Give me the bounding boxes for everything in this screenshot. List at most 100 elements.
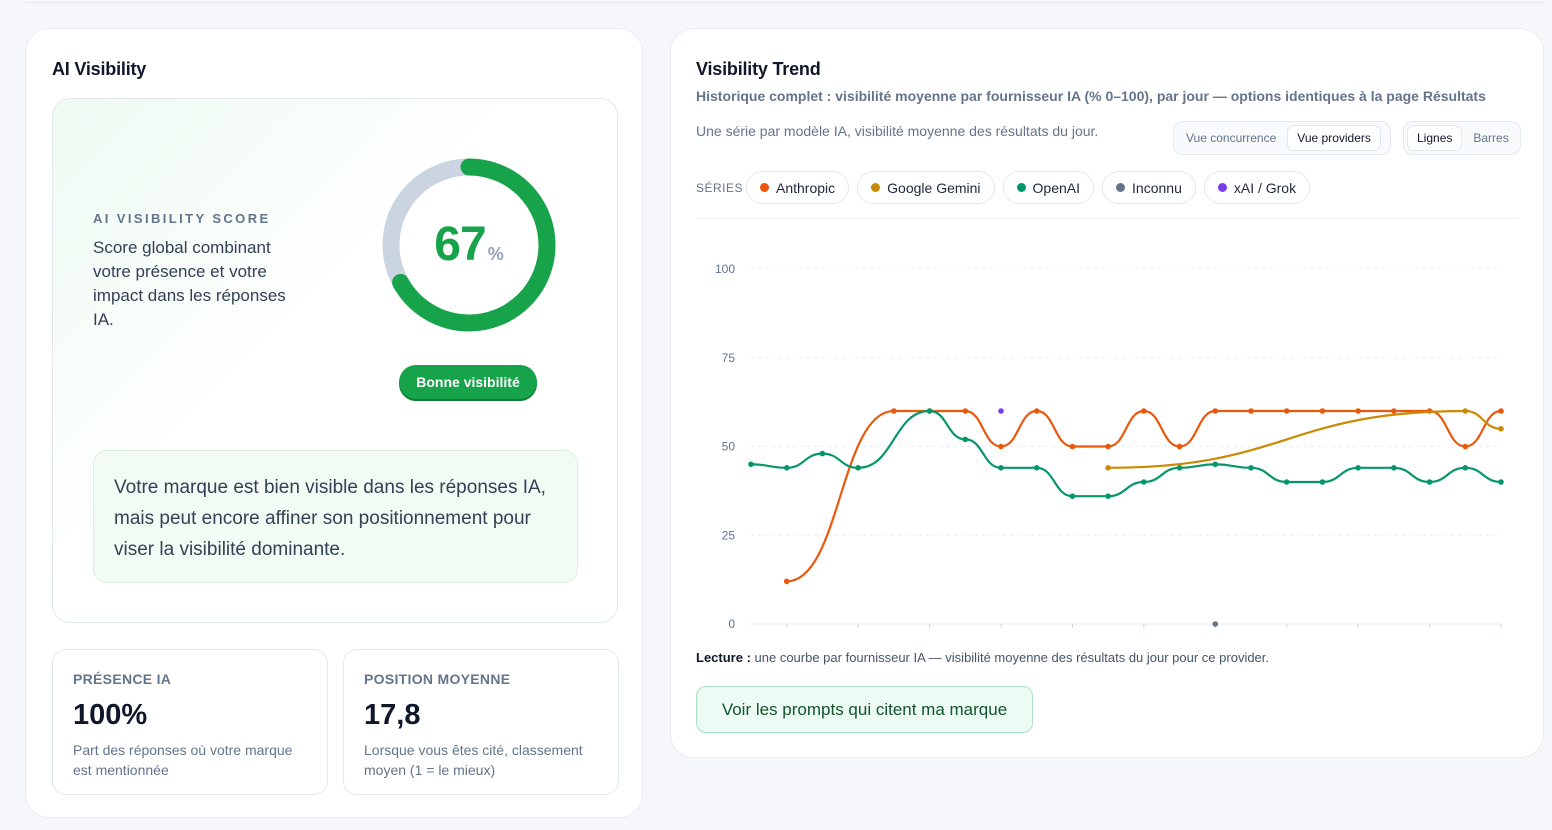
y-tick-label: 50 bbox=[722, 440, 736, 454]
data-point bbox=[1283, 479, 1290, 485]
gauge-value: 67% bbox=[381, 217, 557, 272]
data-point bbox=[855, 465, 861, 471]
data-point bbox=[1355, 408, 1361, 414]
series-chip-xai-grok[interactable]: xAI / Grok bbox=[1203, 171, 1311, 204]
stat-description: Part des réponses où votre marque est me… bbox=[73, 742, 293, 778]
series-chip-inconnu[interactable]: Inconnu bbox=[1102, 171, 1196, 204]
score-gauge bbox=[382, 158, 556, 332]
data-point bbox=[1248, 408, 1254, 414]
data-point bbox=[1498, 425, 1504, 432]
series-chip-label: Anthropic bbox=[776, 179, 836, 196]
data-point bbox=[962, 408, 969, 414]
data-point bbox=[1141, 479, 1147, 485]
data-point bbox=[998, 465, 1004, 471]
chart-reading-note: Lecture : une courbe par fournisseur IA … bbox=[696, 650, 1269, 665]
visibility-trend-chart: 025507510004-0604-0804-1004-1204-1404-16… bbox=[715, 262, 1504, 629]
series-color-dot bbox=[871, 183, 881, 192]
data-point bbox=[1462, 443, 1469, 450]
stat-average-position: POSITION MOYENNE 17,8 Lorsque vous êtes … bbox=[343, 649, 619, 795]
series-color-dot bbox=[1217, 183, 1227, 192]
data-point bbox=[1033, 408, 1040, 414]
data-point bbox=[1391, 465, 1397, 471]
data-point bbox=[1069, 443, 1076, 450]
chart-type-toggle: Lignes Barres bbox=[1403, 121, 1521, 155]
data-point bbox=[1212, 408, 1219, 414]
data-point bbox=[1176, 465, 1183, 471]
stat-label: POSITION MOYENNE bbox=[364, 671, 511, 687]
data-point bbox=[926, 408, 933, 414]
series-chip-label: Inconnu bbox=[1132, 179, 1182, 196]
series-chip-label: xAI / Grok bbox=[1233, 179, 1297, 196]
chips-divider bbox=[696, 218, 1518, 219]
lines-button[interactable]: Lignes bbox=[1407, 125, 1463, 151]
trend-subtitle: Historique complet : visibilité moyenne … bbox=[696, 88, 1486, 104]
score-value: 67 bbox=[434, 218, 486, 271]
data-point bbox=[1212, 621, 1219, 627]
reading-text: une courbe par fournisseur IA — visibili… bbox=[750, 650, 1270, 665]
series-chips: Anthropic Google Gemini OpenAI Inconnu x… bbox=[746, 171, 1311, 204]
stat-presence: PRÉSENCE IA 100% Part des réponses où vo… bbox=[52, 649, 328, 795]
y-tick-label: 0 bbox=[728, 617, 735, 629]
data-point bbox=[1462, 465, 1469, 471]
score-panel: AI VISIBILITY SCORE Score global combina… bbox=[52, 98, 618, 623]
bars-button[interactable]: Barres bbox=[1464, 125, 1517, 151]
trend-description: Une série par modèle IA, visibilité moye… bbox=[696, 123, 1099, 139]
series-color-dot bbox=[760, 183, 769, 192]
data-point bbox=[998, 443, 1004, 450]
card-title: Visibility Trend bbox=[696, 59, 821, 79]
visibility-badge: Bonne visibilité bbox=[399, 365, 537, 399]
view-competition-button[interactable]: Vue concurrence bbox=[1177, 125, 1285, 151]
data-point bbox=[1426, 479, 1433, 485]
series-chip-anthropic[interactable]: Anthropic bbox=[746, 171, 850, 204]
data-point bbox=[1105, 443, 1111, 450]
data-point bbox=[1248, 465, 1254, 471]
y-tick-label: 75 bbox=[722, 351, 736, 365]
data-point bbox=[1498, 408, 1504, 414]
score-description: Score global combinant votre présence et… bbox=[93, 238, 286, 329]
data-point bbox=[819, 450, 826, 457]
score-kicker: AI VISIBILITY SCORE bbox=[93, 211, 271, 226]
reading-label: Lecture : bbox=[696, 650, 751, 665]
data-point bbox=[1105, 465, 1111, 471]
data-point bbox=[962, 436, 969, 443]
data-point bbox=[1283, 408, 1290, 414]
y-tick-label: 25 bbox=[722, 528, 736, 542]
data-point bbox=[1033, 465, 1040, 471]
series-color-dot bbox=[1016, 183, 1026, 192]
data-point bbox=[1391, 408, 1397, 414]
series-chip-openai[interactable]: OpenAI bbox=[1002, 171, 1095, 204]
series-line-openai bbox=[750, 409, 1502, 498]
y-tick-label: 100 bbox=[715, 262, 735, 276]
data-point bbox=[1141, 408, 1147, 414]
stat-description: Lorsque vous êtes cité, classement moyen… bbox=[364, 742, 583, 778]
view-providers-button[interactable]: Vue providers bbox=[1287, 125, 1381, 151]
score-unit: % bbox=[487, 244, 504, 264]
data-point bbox=[1069, 493, 1076, 500]
data-point bbox=[748, 461, 754, 468]
view-citing-prompts-button[interactable]: Voir les prompts qui citent ma marque bbox=[696, 686, 1033, 733]
stat-label: PRÉSENCE IA bbox=[73, 671, 172, 687]
stat-value: 100% bbox=[73, 699, 148, 731]
series-chip-google-gemini[interactable]: Google Gemini bbox=[857, 171, 995, 204]
top-divider bbox=[25, 0, 1546, 3]
series-color-dot bbox=[1116, 183, 1126, 192]
data-point bbox=[783, 578, 790, 585]
data-point bbox=[1498, 479, 1504, 485]
series-line-anthropic bbox=[786, 409, 1502, 583]
series-label: SÉRIES bbox=[696, 181, 744, 195]
stat-value: 17,8 bbox=[364, 699, 421, 731]
series-line-google-gemini bbox=[1108, 409, 1502, 469]
data-point bbox=[1176, 443, 1183, 450]
data-point bbox=[1319, 408, 1326, 414]
series-chip-label: OpenAI bbox=[1032, 179, 1081, 196]
visibility-trend-card: Visibility Trend Historique complet : vi… bbox=[670, 28, 1544, 758]
ai-visibility-card: AI Visibility AI VISIBILITY SCORE Score … bbox=[25, 28, 643, 818]
data-point bbox=[1212, 461, 1219, 468]
data-point bbox=[891, 408, 897, 414]
score-message: Votre marque est bien visible dans les r… bbox=[93, 450, 578, 583]
gauge-arc bbox=[382, 158, 556, 332]
data-point bbox=[998, 408, 1004, 414]
view-toggle: Vue concurrence Vue providers bbox=[1173, 121, 1391, 155]
card-title: AI Visibility bbox=[52, 59, 147, 79]
data-point bbox=[1355, 465, 1361, 471]
